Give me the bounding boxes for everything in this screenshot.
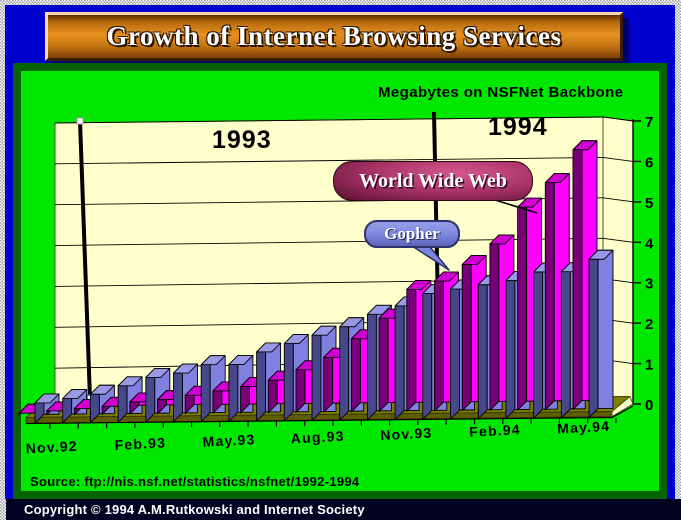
copyright-text: Copyright © 1994 A.M.Rutkowski and Inter… xyxy=(24,502,365,517)
page-title: Growth of Internet Browsing Services xyxy=(106,21,562,51)
year-label-1994: 1994 xyxy=(488,113,548,141)
svg-text:0: 0 xyxy=(645,397,653,414)
svg-text:May.93: May.93 xyxy=(202,431,256,450)
svg-text:2: 2 xyxy=(645,316,653,333)
svg-text:Feb.93: Feb.93 xyxy=(114,434,166,453)
svg-text:1: 1 xyxy=(645,357,653,374)
source-note: Source: ftp://nis.nsf.net/statistics/nsf… xyxy=(30,474,360,489)
svg-text:Nov.92: Nov.92 xyxy=(25,438,78,457)
svg-text:3: 3 xyxy=(645,276,653,293)
legend-callout-gopher: Gopher xyxy=(364,220,460,248)
svg-text:Aug.93: Aug.93 xyxy=(290,428,345,447)
svg-text:7: 7 xyxy=(645,114,653,131)
svg-text:May.94: May.94 xyxy=(557,418,611,437)
copyright-bar: Copyright © 1994 A.M.Rutkowski and Inter… xyxy=(6,499,681,520)
chart-subtitle: Megabytes on NSFNet Backbone xyxy=(378,84,624,101)
svg-text:4: 4 xyxy=(645,235,654,252)
svg-text:5: 5 xyxy=(645,195,653,212)
legend-label-www: World Wide Web xyxy=(359,169,507,192)
title-banner: Growth of Internet Browsing Services xyxy=(45,12,623,61)
svg-text:Feb.94: Feb.94 xyxy=(469,421,521,440)
svg-text:Nov.93: Nov.93 xyxy=(380,424,433,443)
legend-label-gopher: Gopher xyxy=(384,224,440,243)
legend-callout-www: World Wide Web xyxy=(333,161,533,201)
year-label-1993: 1993 xyxy=(212,126,272,154)
svg-text:6: 6 xyxy=(645,154,653,171)
